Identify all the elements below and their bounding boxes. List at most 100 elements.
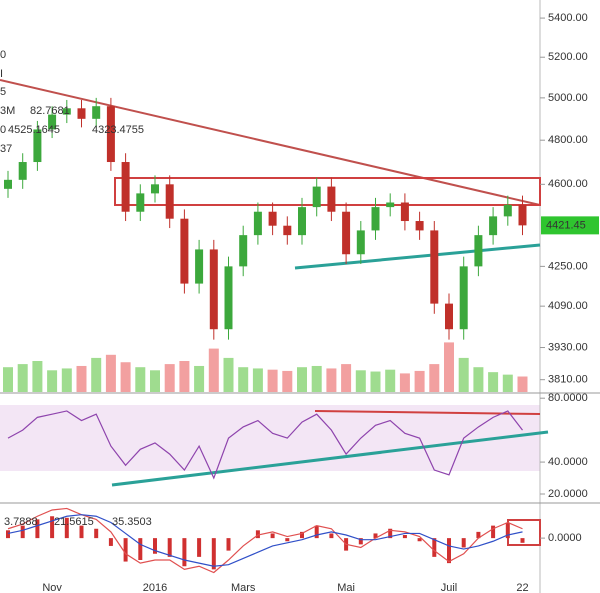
legend-text: 4323.4755: [92, 124, 144, 136]
volume-bar: [238, 367, 249, 392]
candle-body: [342, 211, 351, 255]
volume-bar: [47, 370, 58, 392]
candle-body: [253, 211, 262, 236]
macd-line: [7, 514, 523, 567]
volume-bar: [297, 367, 307, 392]
candle-body: [224, 266, 233, 330]
candle-body: [209, 249, 218, 330]
macd-bar: [329, 533, 334, 539]
macd-bar: [153, 538, 157, 554]
candle-body: [312, 186, 321, 208]
candle-body: [327, 186, 336, 212]
macd-bar: [461, 538, 466, 548]
macd-bar: [197, 538, 202, 557]
x-tick-label: Mai: [337, 582, 355, 593]
volume-bar: [311, 365, 322, 392]
candle-body: [77, 108, 86, 119]
legend-text: 3.7888: [4, 516, 38, 528]
macd-bar: [270, 533, 275, 539]
plot-background: [0, 0, 540, 593]
volume-bar: [341, 364, 352, 392]
macd-bar: [6, 530, 10, 539]
candle-body: [62, 108, 71, 115]
candle-body: [239, 235, 248, 267]
volume-bar: [414, 370, 425, 392]
volume-bar: [267, 369, 278, 392]
x-tick-label: Nov: [42, 582, 62, 593]
macd-bar: [447, 538, 451, 564]
rsi-band: [0, 405, 540, 471]
legend-text: 4525.1645: [8, 124, 60, 136]
volume-bar: [252, 368, 263, 392]
volume-bar: [194, 365, 205, 392]
candle-body: [400, 202, 409, 222]
y-tick-label: 4800.00: [548, 134, 588, 146]
volume-bar: [385, 369, 396, 392]
volume-bar: [76, 365, 87, 392]
macd-bar: [373, 533, 378, 539]
legend-text: 5: [0, 86, 6, 98]
macd-bar: [94, 528, 99, 539]
macd-bar: [138, 538, 143, 560]
macd-bar: [123, 538, 128, 562]
candle-body: [371, 207, 380, 231]
candle-body: [503, 204, 512, 217]
macd-bar: [64, 517, 69, 539]
legend-text: 0: [0, 49, 6, 61]
legend-text: 82.7681: [30, 105, 70, 117]
candle-body: [33, 129, 42, 163]
macd-bar: [432, 538, 437, 557]
volume-bar: [135, 367, 146, 392]
candle-body: [356, 230, 365, 255]
rsi-support-line: [111, 430, 549, 487]
legend-text: 21.5615: [54, 516, 94, 528]
y-tick-label: 5200.00: [548, 51, 588, 63]
volume-bar: [179, 361, 190, 392]
candle-body: [283, 225, 292, 236]
x-tick-label: Juil: [441, 582, 458, 593]
x-tick-label: Mars: [231, 582, 256, 593]
macd-bar: [167, 538, 172, 557]
volume-bar: [370, 371, 381, 392]
trend-line: [0, 79, 541, 206]
x-tick-label: 2016: [143, 582, 167, 593]
volume-bar: [150, 370, 160, 392]
y-tick-label: 80.0000: [548, 392, 588, 404]
y-tick-label: 5000.00: [548, 92, 588, 104]
macd-bar: [402, 535, 407, 539]
macd-bar: [182, 538, 187, 567]
last-price-label: 4421.45: [546, 219, 586, 231]
candle-body: [415, 221, 424, 231]
macd-bar: [505, 522, 510, 539]
volume-bar: [444, 342, 454, 392]
candle-body: [474, 235, 483, 267]
volume-bar: [223, 357, 234, 392]
macd-bar: [79, 525, 84, 539]
macd-bar: [108, 538, 113, 546]
macd-bar: [255, 530, 260, 539]
volume-bar: [91, 357, 102, 392]
x-tick-label: 22: [516, 582, 528, 593]
macd-bar: [520, 538, 525, 543]
y-tick-label: 3930.00: [548, 341, 588, 353]
volume-bar: [517, 376, 528, 392]
last-price-box: [541, 216, 599, 235]
volume-bar: [61, 368, 72, 392]
candle-body: [430, 230, 439, 304]
support-line: [294, 243, 541, 270]
y-tick-label: 4090.00: [548, 300, 588, 312]
volume-bar: [429, 364, 440, 392]
legend-text: 37: [0, 143, 12, 155]
candle-body: [386, 202, 395, 208]
volume-bar: [282, 370, 293, 392]
y-tick-label: 0.0000: [548, 532, 582, 544]
candle-body: [180, 218, 189, 284]
volume-bar: [120, 362, 131, 392]
macd-bar: [35, 519, 40, 539]
macd-bar: [417, 538, 422, 542]
volume-bar: [17, 364, 28, 392]
candle-body: [92, 106, 101, 119]
volume-bar: [208, 348, 219, 392]
volume-bar: [458, 357, 469, 392]
